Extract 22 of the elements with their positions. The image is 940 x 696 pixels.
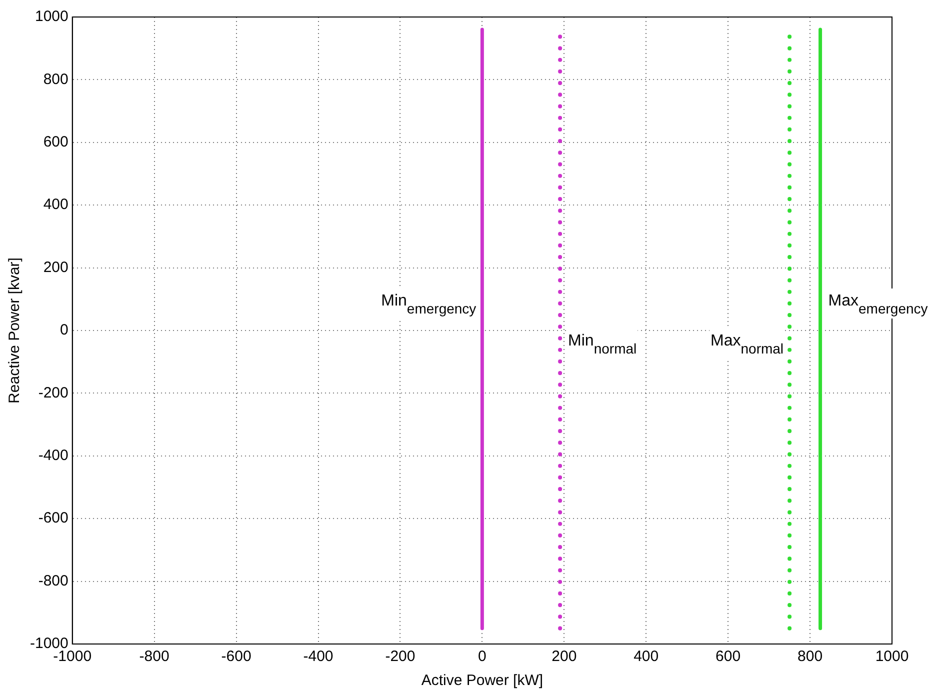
- y-axis-title: Reactive Power [kvar]: [6, 258, 24, 404]
- y-tick-label: -200: [38, 384, 68, 402]
- x-tick-label: 400: [634, 648, 659, 666]
- x-tick-label: 1000: [875, 648, 909, 666]
- x-tick-label: -800: [139, 648, 170, 666]
- x-tick-label: -400: [303, 648, 334, 666]
- y-tick-label: -800: [38, 572, 68, 590]
- x-tick-label: -200: [385, 648, 416, 666]
- y-tick-label: 600: [43, 134, 68, 151]
- y-tick-label: 0: [60, 322, 68, 339]
- x-tick-label: -600: [221, 648, 252, 666]
- x-tick-label: 200: [552, 648, 577, 666]
- x-axis-title: Active Power [kW]: [421, 672, 544, 690]
- x-tick-label: 0: [478, 648, 486, 666]
- x-tick-label: 800: [798, 648, 823, 666]
- y-tick-label: 1000: [34, 8, 68, 26]
- y-tick-label: 800: [43, 70, 68, 88]
- y-tick-label: 400: [43, 196, 68, 214]
- y-tick-label: -400: [38, 447, 68, 464]
- y-tick-label: -600: [38, 510, 68, 527]
- x-tick-label: 600: [716, 648, 741, 666]
- y-tick-label: 200: [43, 258, 68, 276]
